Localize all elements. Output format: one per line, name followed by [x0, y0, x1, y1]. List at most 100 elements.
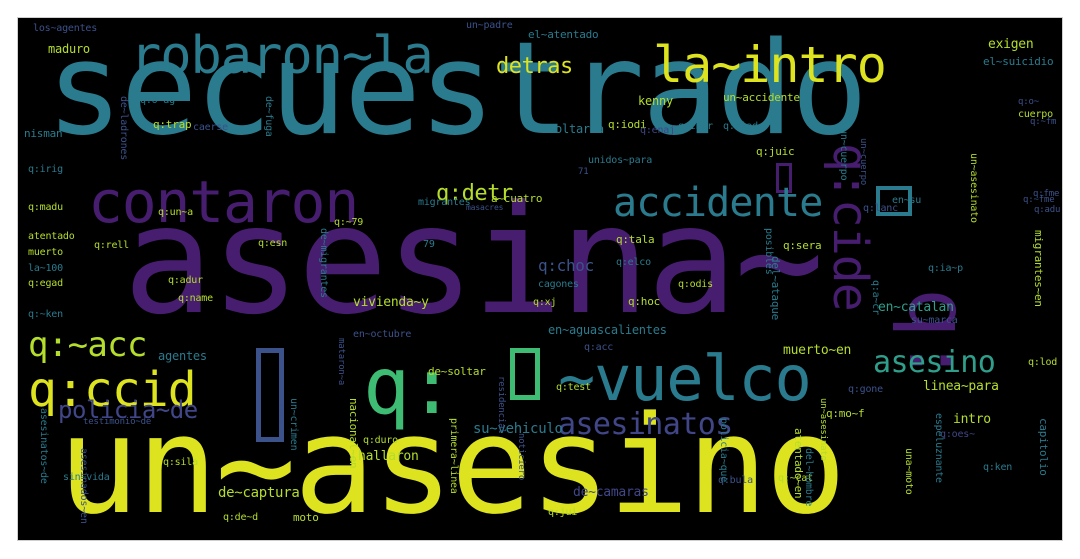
- cloud-word: asesino: [873, 345, 996, 380]
- cloud-word: q:elco: [616, 257, 651, 268]
- cloud-word: del~hombre: [803, 448, 814, 507]
- cloud-word: policia~de: [58, 396, 198, 424]
- cloud-word: en~su: [892, 195, 922, 206]
- cloud-word: su~marca: [911, 315, 958, 326]
- cloud-word: un~asesinato: [968, 153, 979, 223]
- cloud-word: asesina~: [123, 174, 824, 348]
- cloud-word: robaron~la: [130, 26, 434, 86]
- cloud-word: de~ladrones: [118, 96, 129, 161]
- cloud-word: maduro: [48, 42, 90, 56]
- cloud-word: asesinados~en: [78, 448, 89, 524]
- cloud-word: la~intro: [653, 36, 887, 94]
- cloud-word: un~cuerpo: [838, 128, 849, 181]
- cloud-word: q:oes~: [940, 429, 975, 440]
- cloud-word: intro: [953, 412, 991, 427]
- cloud-word: q:enaj: [640, 125, 675, 136]
- cloud-word: a~cuatro: [491, 192, 543, 205]
- cloud-word: q:riad: [723, 121, 758, 132]
- missing-glyph-box: [510, 348, 540, 400]
- cloud-word: q:~ken: [28, 309, 63, 320]
- cloud-word: sera: [276, 403, 286, 424]
- cloud-word: migrantes~en: [1032, 230, 1045, 307]
- cloud-word: q:tala: [616, 233, 655, 246]
- cloud-word: linea~para: [923, 379, 999, 394]
- cloud-word: q:o~: [1018, 97, 1039, 107]
- cloud-word: caerse: [193, 122, 228, 133]
- cloud-word: un~padre: [466, 20, 513, 31]
- cloud-word: del~ataque: [769, 256, 782, 321]
- cloud-word: q:adu: [1034, 205, 1061, 215]
- cloud-word: q:~fm: [1030, 117, 1057, 127]
- cloud-word: policia~que: [718, 418, 729, 483]
- cloud-word: capitolio: [1037, 418, 1050, 476]
- cloud-word: q:~79: [334, 217, 364, 228]
- missing-glyph-box: [256, 348, 284, 442]
- cloud-word: q:trap: [153, 118, 192, 131]
- cloud-word: q:~acc: [28, 325, 147, 365]
- cloud-word: q:lanc: [863, 203, 898, 214]
- cloud-word: q:detr: [436, 181, 513, 206]
- cloud-word: q:: [363, 342, 455, 432]
- cloud-word: q:ia~p: [928, 263, 963, 274]
- cloud-word: q:a~cr: [870, 280, 881, 315]
- cloud-word: agentes: [158, 349, 207, 363]
- cloud-word: de~camaras: [573, 485, 649, 500]
- cloud-word: de~soltar: [428, 365, 486, 378]
- cloud-word: q:gone: [848, 384, 883, 395]
- cloud-word: contaron: [88, 168, 359, 236]
- cloud-word: asesinatos: [558, 407, 733, 442]
- cloud-word: kenny: [638, 94, 673, 108]
- cloud-word: q:fme: [1033, 189, 1060, 199]
- missing-glyph-box: [876, 186, 912, 216]
- cloud-word: unidos~para: [588, 155, 653, 166]
- cloud-word: q:name: [178, 293, 213, 304]
- cloud-word: q:choc: [538, 256, 594, 275]
- cloud-word: exigen: [988, 37, 1034, 52]
- cloud-word: primera~linea: [448, 418, 459, 494]
- cloud-word: de~captura: [218, 485, 300, 501]
- cloud-word: testimonio~de: [83, 417, 152, 427]
- cloud-word: accidente: [613, 180, 823, 226]
- cloud-word: vivienda~y: [353, 295, 429, 310]
- cloud-word: q:irig: [28, 164, 63, 175]
- cloud-word: espeluznante: [933, 413, 944, 483]
- cloud-word: q:bula: [718, 475, 753, 486]
- cloud-word: nisman: [24, 127, 63, 140]
- cloud-word: secuestrado: [46, 18, 868, 164]
- cloud-word: el~atentado: [528, 28, 599, 41]
- cloud-word: q:xj: [533, 297, 557, 308]
- cloud-word: q:duro: [363, 435, 398, 446]
- cloud-word: q:~fme: [1023, 195, 1055, 205]
- cloud-word: de~migrantes: [318, 228, 329, 298]
- cloud-word: migrantes: [418, 197, 471, 208]
- cloud-word: un~asesino: [58, 387, 846, 540]
- cloud-word: q:ccid: [28, 362, 197, 418]
- word-cloud: secuestrado asesina~ un~asesino robaron~la l…: [18, 18, 1062, 540]
- cloud-word: residencial: [496, 376, 506, 434]
- cloud-word: cagones: [538, 279, 579, 290]
- cloud-word: un~cuerpo: [858, 138, 868, 186]
- missing-glyph-box: [776, 163, 792, 193]
- cloud-word: asesinatos~de: [38, 408, 49, 484]
- cloud-word: q:~cat: [778, 473, 813, 484]
- cloud-word: q:un~a: [158, 207, 193, 218]
- cloud-word: q:acc: [584, 342, 614, 353]
- cloud-word: de~fuga: [263, 96, 274, 137]
- cloud-word: muerto: [28, 247, 63, 258]
- cloud-word: mataron~a: [336, 338, 346, 386]
- cloud-word: en~aguascalientes: [548, 323, 667, 337]
- cloud-word: q:madu: [28, 202, 63, 213]
- cloud-word: q:odis: [678, 279, 713, 290]
- cloud-word: q:iodi: [608, 118, 647, 131]
- cloud-word: q:sila: [163, 457, 198, 468]
- cloud-word: q:o~ag: [140, 95, 175, 106]
- cloud-word: 71: [578, 167, 589, 177]
- cloud-word: en~catalan: [878, 300, 954, 315]
- cloud-word: una~moto: [903, 448, 914, 495]
- cloud-word: q:jui: [548, 507, 578, 518]
- cloud-word: atentado: [28, 231, 75, 242]
- cloud-word: q:juic: [756, 145, 795, 158]
- word-cloud-frame: secuestrado asesina~ un~asesino robaron~la l…: [17, 17, 1063, 541]
- cloud-word: cuerpo: [1018, 109, 1053, 120]
- cloud-word: q:hoc: [628, 295, 661, 308]
